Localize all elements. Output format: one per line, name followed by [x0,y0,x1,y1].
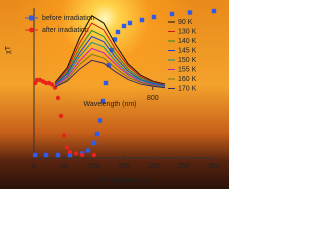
point [79,152,85,158]
point [211,8,217,14]
x-axis-label: Wavelength (nm) [83,101,136,108]
legend-label: before irradiation [42,15,95,22]
point [151,14,157,20]
point [55,152,61,158]
legend-label: 140 K [178,38,197,45]
point [43,152,49,158]
point [112,37,118,42]
point [33,152,38,158]
series-line [54,35,166,87]
point [97,118,103,123]
point [106,62,112,68]
point [103,80,109,86]
point [55,95,61,101]
series-line [54,59,166,89]
x-tick-label: 150 [118,163,130,170]
x-tick-label: 800 [147,95,159,102]
legend-label: 130 K [178,28,197,35]
y-axis-label: χT [5,45,12,54]
point [121,23,127,29]
point [100,98,106,104]
point [115,29,121,35]
x-axis-label: Temperature (K) [99,177,150,184]
point [49,82,55,87]
legend-label: 90 K [178,19,193,26]
point [91,152,97,158]
x-tick-label: 0 [32,163,36,170]
x-tick-label: 50 [60,163,68,170]
series-line [54,53,166,88]
x-tick-label: 250 [178,163,190,170]
series-line [54,29,166,87]
point [91,140,97,146]
legend-label: 160 K [178,76,197,83]
point [67,152,73,158]
legend-label: 170 K [178,85,197,92]
point [94,131,100,137]
point [127,20,133,26]
point [58,113,64,119]
legend-label: 155 K [178,66,197,73]
page: 0 50 100 150 200 250 300 Temperature (K) χT befor… [0,0,229,189]
point [73,151,79,156]
series-line [54,47,166,88]
series-line [54,22,166,86]
point [169,11,175,17]
point [187,10,193,15]
x-tick-label: 200 [148,163,160,170]
series-line [54,15,166,85]
point [67,149,73,155]
point [61,133,67,138]
point [64,145,70,150]
point [139,17,145,23]
x-tick-label: 300 [208,163,220,170]
legend-label: after irradiation [42,27,89,34]
x-tick-label: 100 [88,163,100,170]
point [109,47,115,53]
series-line [54,41,166,87]
legend-label: 150 K [178,57,197,64]
point [85,148,91,153]
legend-label: 145 K [178,47,197,54]
chart: 0 50 100 150 200 250 300 Temperature (K) χT befor… [5,8,220,184]
